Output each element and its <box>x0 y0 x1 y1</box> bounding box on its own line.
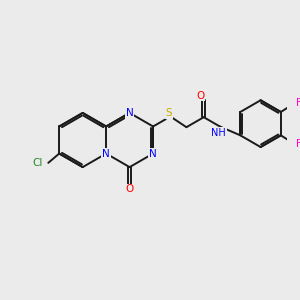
Text: N: N <box>126 108 134 118</box>
Text: O: O <box>125 184 134 194</box>
Text: O: O <box>196 91 204 100</box>
Text: N: N <box>102 148 110 159</box>
Text: Cl: Cl <box>33 158 43 168</box>
Text: N: N <box>149 148 157 159</box>
Text: NH: NH <box>211 128 226 138</box>
Text: S: S <box>166 109 172 118</box>
Text: F: F <box>296 139 300 149</box>
Text: F: F <box>296 98 300 108</box>
